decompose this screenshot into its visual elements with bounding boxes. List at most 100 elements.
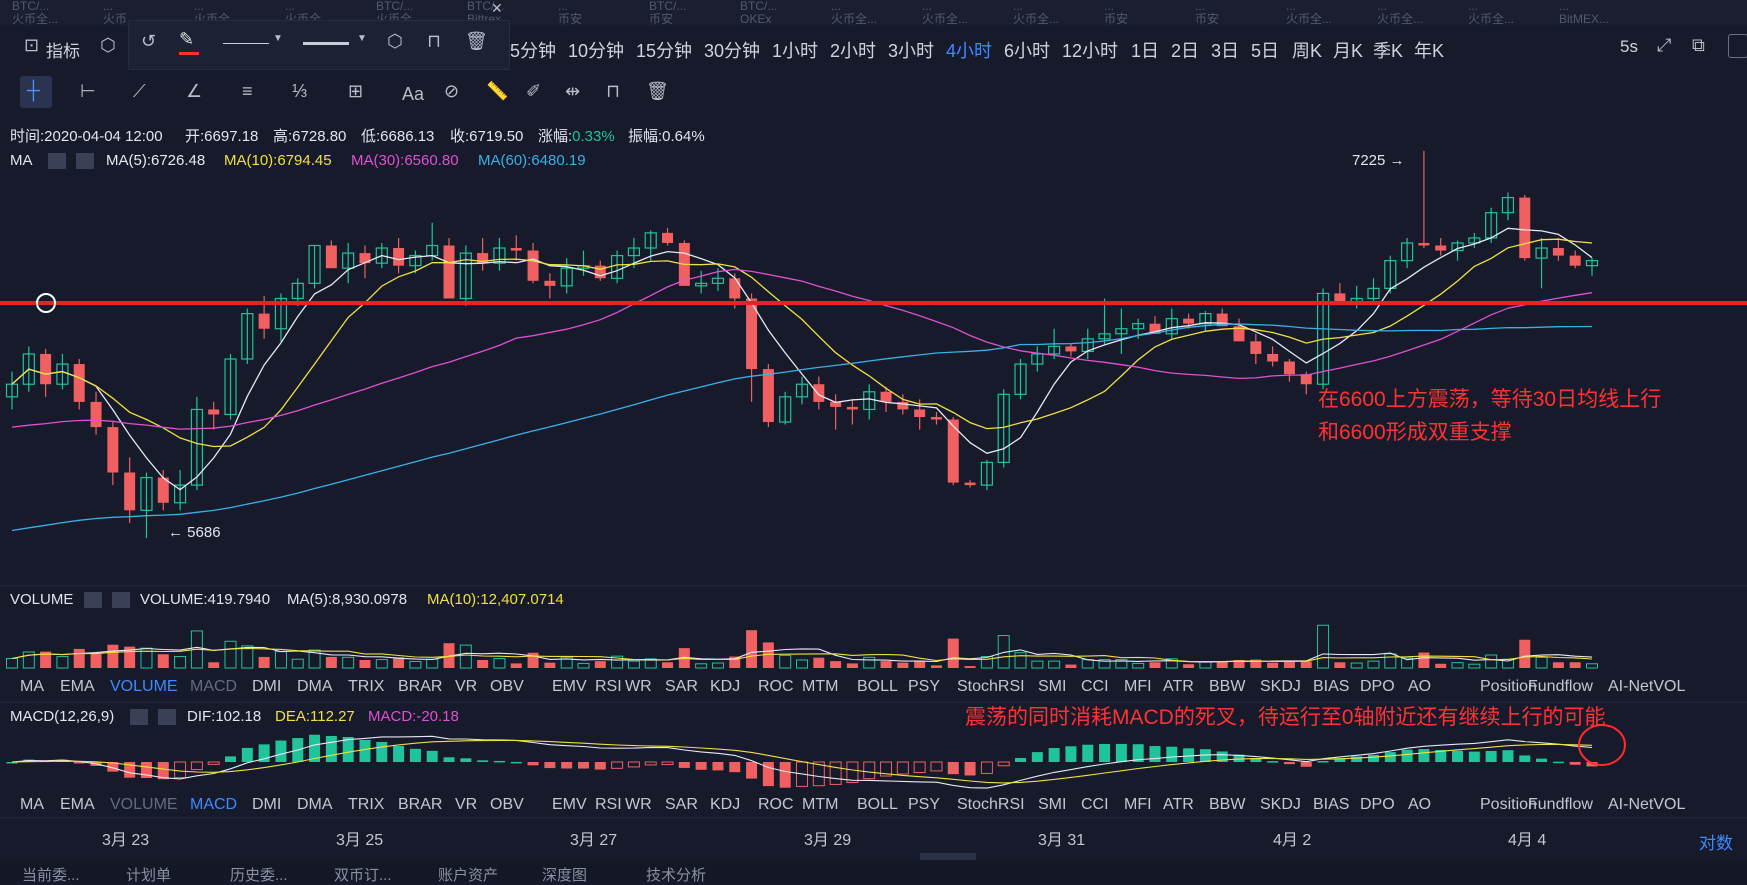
indicator-tab-macd[interactable]: MACD	[190, 678, 238, 695]
timeframe-月K[interactable]: 月K	[1333, 41, 1364, 61]
timeframe-15分钟[interactable]: 15分钟	[636, 41, 693, 61]
exchange-tab[interactable]: ... 币安	[558, 0, 636, 26]
text-tool[interactable]: Aa	[402, 84, 425, 104]
timeframe-5日[interactable]: 5日	[1251, 41, 1280, 61]
indicator-icon[interactable]: ⊡	[24, 35, 40, 55]
trend-line-icon[interactable]: ⟋	[133, 81, 146, 101]
timeframe-2小时[interactable]: 2小时	[830, 41, 877, 61]
indicator-tab-ema[interactable]: EMA	[60, 796, 95, 813]
indicator-tab-bbw[interactable]: BBW	[1209, 678, 1246, 695]
indicator-tab-emv[interactable]: EMV	[552, 796, 587, 813]
indicator-tab-rsi[interactable]: RSI	[595, 678, 622, 695]
bottom-tab[interactable]: 历史委...	[230, 867, 288, 884]
timeframe-2日[interactable]: 2日	[1171, 41, 1200, 61]
angle-icon[interactable]: ∠	[186, 81, 203, 101]
bottom-tab[interactable]: 技术分析	[646, 867, 707, 884]
refresh-interval[interactable]: 5s	[1620, 37, 1638, 56]
indicator-tab-rsi[interactable]: RSI	[595, 796, 622, 813]
fibonacci-icon[interactable]: ⅓	[292, 81, 308, 101]
indicator-tab-mtm[interactable]: MTM	[802, 678, 839, 695]
exchange-tab[interactable]: ... 币安	[1195, 0, 1273, 26]
indicator-tab-ao[interactable]: AO	[1408, 796, 1432, 813]
indicator-tab-sar[interactable]: SAR	[665, 678, 698, 695]
indicator-tab-volume[interactable]: VOLUME	[110, 796, 178, 813]
macd-settings-icon[interactable]	[130, 709, 148, 725]
chevron-down-icon[interactable]: ▼	[273, 33, 283, 44]
exchange-tab[interactable]: ... 火币全...	[1286, 0, 1364, 26]
indicator-tab-roc[interactable]: ROC	[758, 678, 794, 695]
indicator-tab-psy[interactable]: PSY	[908, 796, 941, 813]
bottom-tab[interactable]: 账户资产	[438, 867, 499, 884]
indicator-tab-atr[interactable]: ATR	[1163, 796, 1194, 813]
indicator-tab-roc[interactable]: ROC	[758, 796, 794, 813]
indicator-tab-wr[interactable]: WR	[625, 678, 652, 695]
indicator-tab-smi[interactable]: SMI	[1038, 678, 1067, 695]
timeframe-3小时[interactable]: 3小时	[888, 41, 935, 61]
indicator-button[interactable]: 指标	[46, 42, 80, 61]
indicator-tab-ema[interactable]: EMA	[60, 678, 95, 695]
indicator-tab-position[interactable]: Position	[1480, 796, 1537, 813]
indicator-tab-brar[interactable]: BRAR	[398, 678, 443, 695]
indicator-tab-vr[interactable]: VR	[455, 796, 478, 813]
indicator-tab-dma[interactable]: DMA	[297, 796, 333, 813]
pen-color-icon[interactable]: ✎	[179, 29, 195, 49]
indicator-tab-ma[interactable]: MA	[20, 678, 44, 695]
indicator-tab-smi[interactable]: SMI	[1038, 796, 1067, 813]
indicator-tab-dpo[interactable]: DPO	[1360, 678, 1395, 695]
bottom-tab[interactable]: 当前委...	[22, 867, 80, 884]
line-style-option[interactable]	[223, 43, 269, 44]
ma-close-icon[interactable]	[76, 153, 94, 169]
indicator-tab-ai-netvol[interactable]: AI-NetVOL	[1608, 796, 1686, 813]
lock-icon[interactable]: ⊓	[606, 81, 621, 101]
indicator-tab-position[interactable]: Position	[1480, 678, 1537, 695]
indicator-tab-dmi[interactable]: DMI	[252, 796, 282, 813]
horizontal-line-icon[interactable]: ⊢	[80, 81, 96, 101]
volume-close-icon[interactable]	[112, 592, 130, 608]
exchange-tab[interactable]: ... 火币全...	[1377, 0, 1455, 26]
indicator-tab-cci[interactable]: CCI	[1081, 678, 1109, 695]
indicator-tab-trix[interactable]: TRIX	[348, 796, 385, 813]
settings-icon[interactable]: ⬡	[100, 35, 116, 55]
macd-close-icon[interactable]	[158, 709, 176, 725]
pattern-icon[interactable]: ⊘	[444, 81, 460, 101]
parallel-channel-icon[interactable]: ≡	[242, 81, 253, 101]
indicator-tab-wr[interactable]: WR	[625, 796, 652, 813]
indicator-tab-macd[interactable]: MACD	[190, 796, 238, 813]
measure-icon[interactable]: ⇹	[565, 81, 581, 101]
indicator-tab-obv[interactable]: OBV	[490, 678, 524, 695]
indicator-tab-vr[interactable]: VR	[455, 678, 478, 695]
timeframe-12小时[interactable]: 12小时	[1062, 41, 1119, 61]
exchange-tab[interactable]: BTC/... 火币全...	[12, 0, 90, 26]
timeframe-1小时[interactable]: 1小时	[772, 41, 819, 61]
indicator-tab-ao[interactable]: AO	[1408, 678, 1432, 695]
log-scale-toggle[interactable]: 对数	[1699, 834, 1733, 853]
timeframe-3日[interactable]: 3日	[1211, 41, 1240, 61]
timeframe-10分钟[interactable]: 10分钟	[568, 41, 625, 61]
indicator-tab-emv[interactable]: EMV	[552, 678, 587, 695]
popout-icon[interactable]: ⧉	[1692, 35, 1705, 55]
brush-icon[interactable]: ✐	[526, 81, 542, 101]
panel-collapse-handle[interactable]	[920, 853, 976, 861]
timeframe-5分钟[interactable]: 5分钟	[510, 41, 557, 61]
exchange-tab[interactable]: ... 火币全...	[831, 0, 909, 26]
lock-icon[interactable]: ⊓	[427, 31, 442, 51]
exchange-tab[interactable]: BTC/... OKEx	[740, 0, 818, 26]
close-icon[interactable]: ✕	[491, 0, 503, 16]
rectangle-icon[interactable]: ⊞	[348, 81, 364, 101]
indicator-tab-kdj[interactable]: KDJ	[710, 678, 741, 695]
indicator-tab-skdj[interactable]: SKDJ	[1260, 796, 1301, 813]
ruler-icon[interactable]: 📏	[486, 81, 509, 101]
exchange-tab[interactable]: ... 火币全...	[1013, 0, 1091, 26]
fullscreen-icon[interactable]: ⤢	[1657, 35, 1672, 55]
indicator-tab-fundflow[interactable]: Fundflow	[1528, 678, 1593, 695]
undo-icon[interactable]: ↺	[141, 31, 157, 51]
exchange-tab[interactable]: BTC/... 币安	[649, 0, 727, 26]
line-width-option[interactable]	[303, 42, 349, 45]
indicator-tab-fundflow[interactable]: Fundflow	[1528, 796, 1593, 813]
bottom-tab[interactable]: 计划单	[126, 867, 172, 884]
timeframe-4小时[interactable]: 4小时	[946, 41, 993, 61]
chevron-down-icon[interactable]: ▼	[357, 33, 367, 44]
bottom-tab[interactable]: 双币订...	[334, 867, 392, 884]
indicator-tab-bias[interactable]: BIAS	[1313, 678, 1350, 695]
